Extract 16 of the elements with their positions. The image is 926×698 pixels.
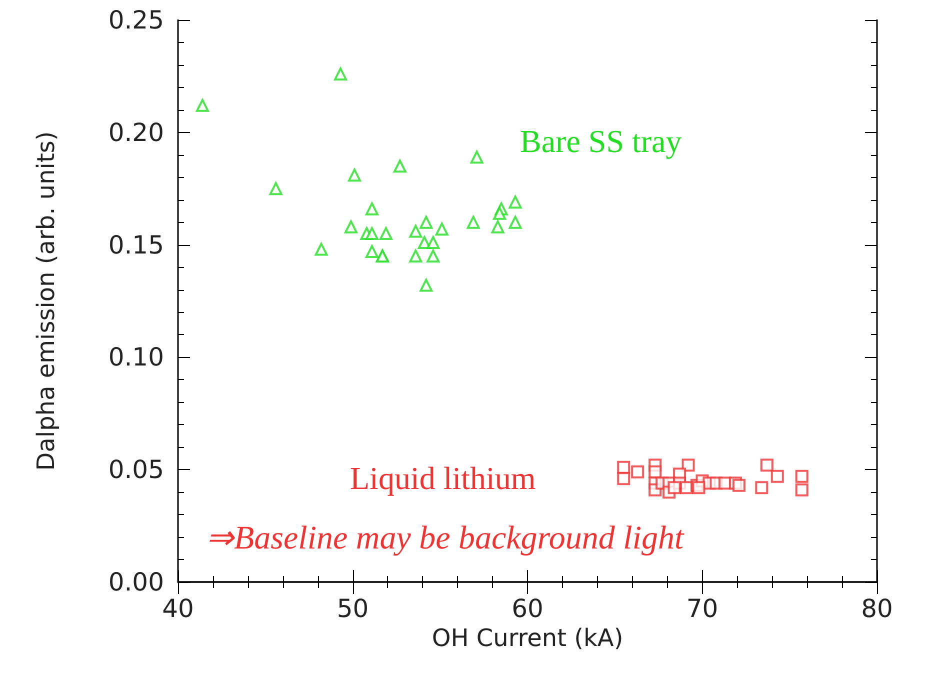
y-tick-label: 0.00 xyxy=(108,568,164,596)
x-tick-label: 50 xyxy=(336,594,369,623)
text: Liquid lithium xyxy=(350,460,536,496)
x-tick-label: 60 xyxy=(512,594,544,623)
y-axis-title: Dalpha emission (arb. units) xyxy=(32,131,60,471)
y-tick-label: 0.15 xyxy=(108,230,164,260)
y-tick-label: 0.25 xyxy=(108,6,164,34)
series-label: Bare SS tray xyxy=(520,123,682,159)
x-tick-label: 40 xyxy=(162,594,194,623)
x-tick-label: 80 xyxy=(861,594,893,623)
y-tick-label: 0.05 xyxy=(108,455,164,484)
y-tick-label: 0.20 xyxy=(108,118,164,147)
x-tick-label: 70 xyxy=(686,594,718,623)
annotation: ⇒Baseline may be background light xyxy=(206,520,685,556)
y-tick-label: 0.10 xyxy=(108,342,164,372)
x-axis-title: OH Current (kA) xyxy=(432,624,624,652)
